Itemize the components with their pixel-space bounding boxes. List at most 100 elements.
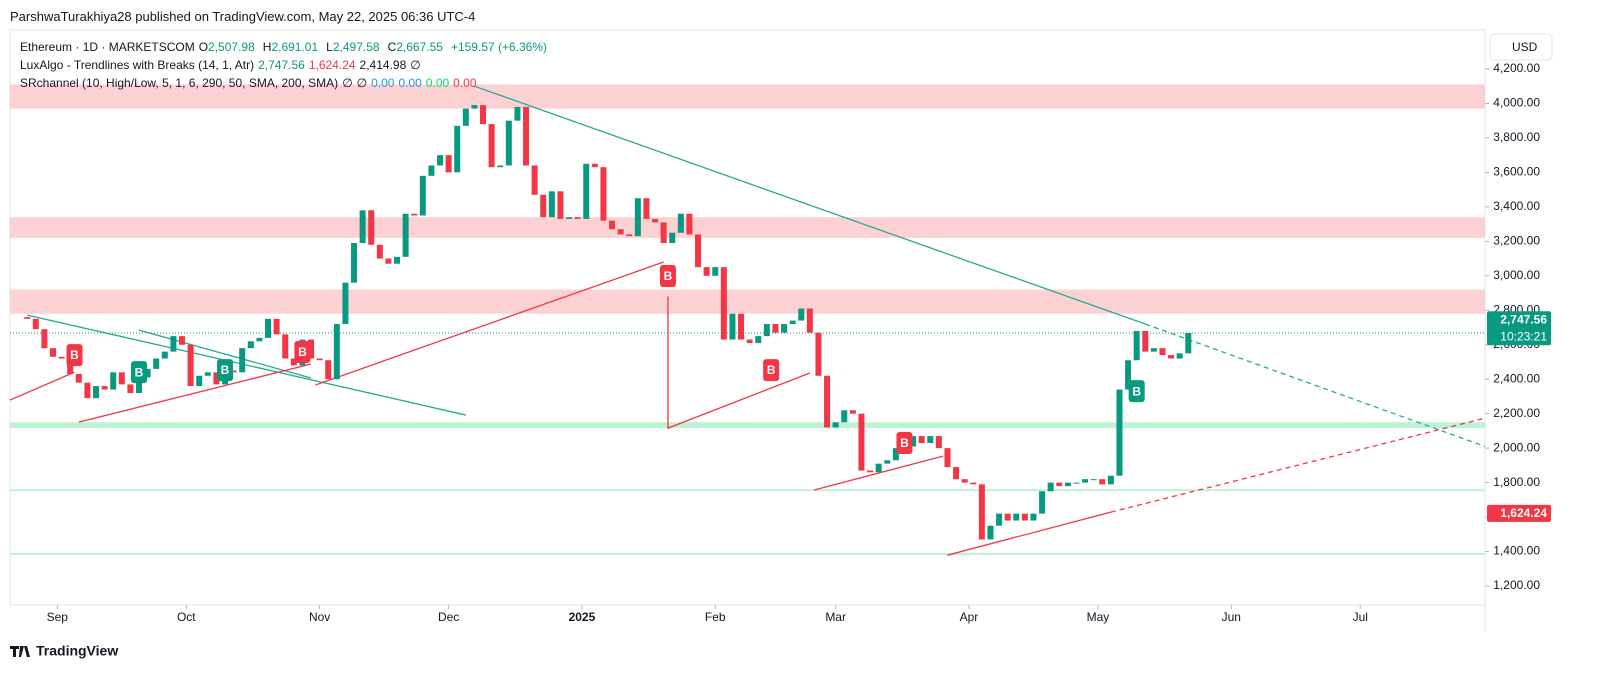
break-marker-label: B	[221, 363, 230, 377]
change: +159.57 (+6.36%)	[450, 40, 548, 54]
indicator-value: 2,414.98	[359, 58, 407, 72]
ohlc-key: C	[387, 40, 397, 54]
x-tick-label: Dec	[438, 610, 459, 624]
candle	[32, 318, 39, 330]
trendline	[1110, 417, 1486, 513]
candle	[1030, 513, 1037, 521]
candle	[1133, 330, 1140, 361]
candle	[652, 218, 659, 223]
currency-button[interactable]	[1489, 33, 1553, 61]
currency[interactable]: USD	[1512, 40, 1538, 54]
candle	[256, 337, 263, 342]
candle	[746, 339, 753, 344]
candle	[24, 317, 31, 319]
candle	[153, 358, 160, 369]
x-tick-label: Feb	[705, 610, 726, 624]
candle	[480, 105, 487, 125]
candle	[781, 324, 788, 333]
break-marker	[217, 359, 234, 382]
ohlc-value: 2,667.55	[396, 40, 443, 54]
candles: B B B B B B B B	[10, 105, 1485, 540]
candle	[1056, 482, 1063, 487]
break-marker	[659, 264, 676, 287]
candle	[282, 334, 289, 359]
ohlc-value: 2,691.01	[271, 40, 319, 54]
trendlines	[9, 85, 1486, 556]
candle	[239, 348, 246, 373]
indicator-value: 2,747.56	[258, 58, 305, 72]
ohlc-value: 2,507.98	[208, 40, 255, 54]
x-tick-label: Jun	[1222, 610, 1241, 624]
candle	[437, 155, 444, 166]
candle	[832, 422, 839, 428]
candle	[557, 191, 564, 219]
ohlc-value: 2,497.58	[332, 40, 380, 54]
y-tick-label: 2,400.00	[1493, 371, 1540, 385]
candle	[471, 105, 478, 109]
candle	[1116, 389, 1123, 476]
candle	[927, 436, 934, 443]
candle	[1073, 482, 1080, 484]
candle	[523, 106, 530, 166]
candle	[84, 382, 91, 399]
candle	[316, 358, 323, 361]
candle	[488, 124, 495, 168]
zone	[10, 489, 1485, 492]
ohlc: C2,667.55	[388, 40, 447, 54]
ohlc-key: O	[198, 40, 209, 54]
indicator-value: 0.00	[398, 76, 422, 90]
candle	[720, 267, 727, 340]
candle	[686, 213, 693, 235]
price-tag	[1487, 311, 1551, 346]
indicator-value: 0.00	[425, 76, 450, 90]
trendline	[78, 363, 312, 423]
x-tick-label: May	[1087, 610, 1110, 624]
candle	[1107, 475, 1114, 485]
x-tick-label: 2025	[569, 610, 596, 624]
y-tick-label: 3,000.00	[1493, 268, 1540, 282]
candle	[204, 372, 211, 376]
candle	[738, 313, 745, 340]
indicator-value: ∅	[410, 58, 421, 72]
candle	[41, 329, 48, 349]
candle	[1090, 479, 1097, 481]
candle	[411, 213, 418, 216]
candle	[308, 339, 315, 359]
candle	[1159, 348, 1166, 356]
legend-row: Ethereum · 1D · MARKETSCOM O2,507.98 H2,69…	[20, 40, 551, 54]
indicator[interactable]: LuxAlgo - Trendlines with Breaks (14, 1,…	[20, 58, 255, 72]
candle	[170, 336, 177, 352]
candle	[970, 482, 977, 485]
break-marker	[896, 431, 913, 454]
symbol[interactable]: Ethereum · 1D · MARKETSCOM	[20, 40, 195, 54]
candle	[643, 198, 650, 219]
candle	[196, 375, 203, 387]
candle	[789, 320, 796, 325]
y-tick-label: 3,400.00	[1493, 199, 1540, 213]
candle	[574, 217, 581, 219]
break-marker	[131, 361, 148, 384]
axes: 1,200.001,400.001,600.001,800.002,000.00…	[47, 61, 1551, 624]
candle	[961, 479, 968, 483]
candle	[978, 484, 985, 540]
candle	[1047, 482, 1054, 492]
x-tick-label: Mar	[825, 610, 846, 624]
y-tick-label: 4,000.00	[1493, 96, 1540, 110]
x-tick-label: Oct	[177, 610, 196, 624]
indicator[interactable]: SRchannel (10, High/Low, 5, 1, 6, 290, 5…	[20, 76, 339, 90]
candle	[583, 163, 590, 219]
candle	[230, 370, 237, 373]
indicator-value: 1,624.24	[308, 58, 356, 72]
candle	[712, 267, 719, 276]
candle	[1168, 355, 1175, 359]
ohlc: O2,507.98	[199, 40, 259, 54]
ohlc: L2,497.58	[326, 40, 383, 54]
candle	[402, 213, 409, 257]
candle	[514, 106, 521, 121]
trendline	[474, 85, 1146, 325]
candle	[75, 374, 82, 383]
candle	[1021, 513, 1028, 521]
candle	[497, 165, 504, 168]
y-tick-label: 1,200.00	[1493, 578, 1540, 592]
